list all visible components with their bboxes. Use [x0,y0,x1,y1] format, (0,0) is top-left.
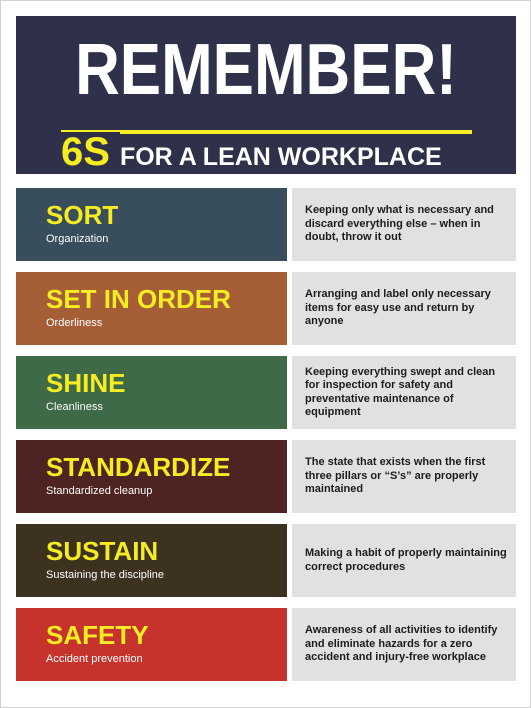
label-box-sustain: SUSTAIN Sustaining the discipline [16,524,287,597]
subtitle-highlight: 6S [61,132,120,172]
label-box-standardize: STANDARDIZE Standardized cleanup [16,440,287,513]
item-subtitle: Standardized cleanup [46,485,153,497]
header-divider [61,130,472,134]
item-title: SORT [46,200,119,230]
item-subtitle: Sustaining the discipline [46,569,165,581]
item-subtitle: Orderliness [46,317,103,329]
header-banner: REMEMBER! 6S FOR A LEAN WORKPLACE [16,16,516,174]
row-safety: SAFETY Accident prevention Awareness of … [16,608,516,681]
item-title: SAFETY [46,620,149,650]
item-title: STANDARDIZE [46,452,231,482]
row-shine: SHINE Cleanliness Keeping everything swe… [16,356,516,429]
item-description: The state that exists when the first thr… [305,456,486,496]
item-description: Making a habit of properly maintaining c… [305,547,507,573]
row-set-in-order: SET IN ORDER Orderliness Arranging and l… [16,272,516,345]
item-title: SHINE [46,368,126,398]
row-sort: SORT Organization Keeping only what is n… [16,188,516,261]
item-description: Awareness of all activities to identify … [305,624,498,664]
item-description: Keeping everything swept and clean for i… [305,365,496,419]
description-box: Keeping everything swept and clean for i… [292,356,516,429]
item-title: SET IN ORDER [46,284,231,314]
subtitle-text: FOR A LEAN WORKPLACE [119,142,442,171]
label-box-shine: SHINE Cleanliness [16,356,287,429]
item-description: Keeping only what is necessary and disca… [305,204,494,244]
item-subtitle: Organization [46,233,109,245]
description-box: Awareness of all activities to identify … [292,608,516,681]
poster-subtitle: 6S FOR A LEAN WORKPLACE [61,128,442,176]
poster-title: REMEMBER! [75,30,457,110]
description-box: Making a habit of properly maintaining c… [292,524,516,597]
label-box-safety: SAFETY Accident prevention [16,608,287,681]
item-subtitle: Accident prevention [46,653,143,665]
label-box-set-in-order: SET IN ORDER Orderliness [16,272,287,345]
item-description: Arranging and label only necessary items… [305,288,491,328]
item-title: SUSTAIN [46,536,159,566]
row-sustain: SUSTAIN Sustaining the discipline Making… [16,524,516,597]
description-box: Arranging and label only necessary items… [292,272,516,345]
item-subtitle: Cleanliness [46,401,103,413]
description-box: The state that exists when the first thr… [292,440,516,513]
row-standardize: STANDARDIZE Standardized cleanup The sta… [16,440,516,513]
label-box-sort: SORT Organization [16,188,287,261]
description-box: Keeping only what is necessary and disca… [292,188,516,261]
